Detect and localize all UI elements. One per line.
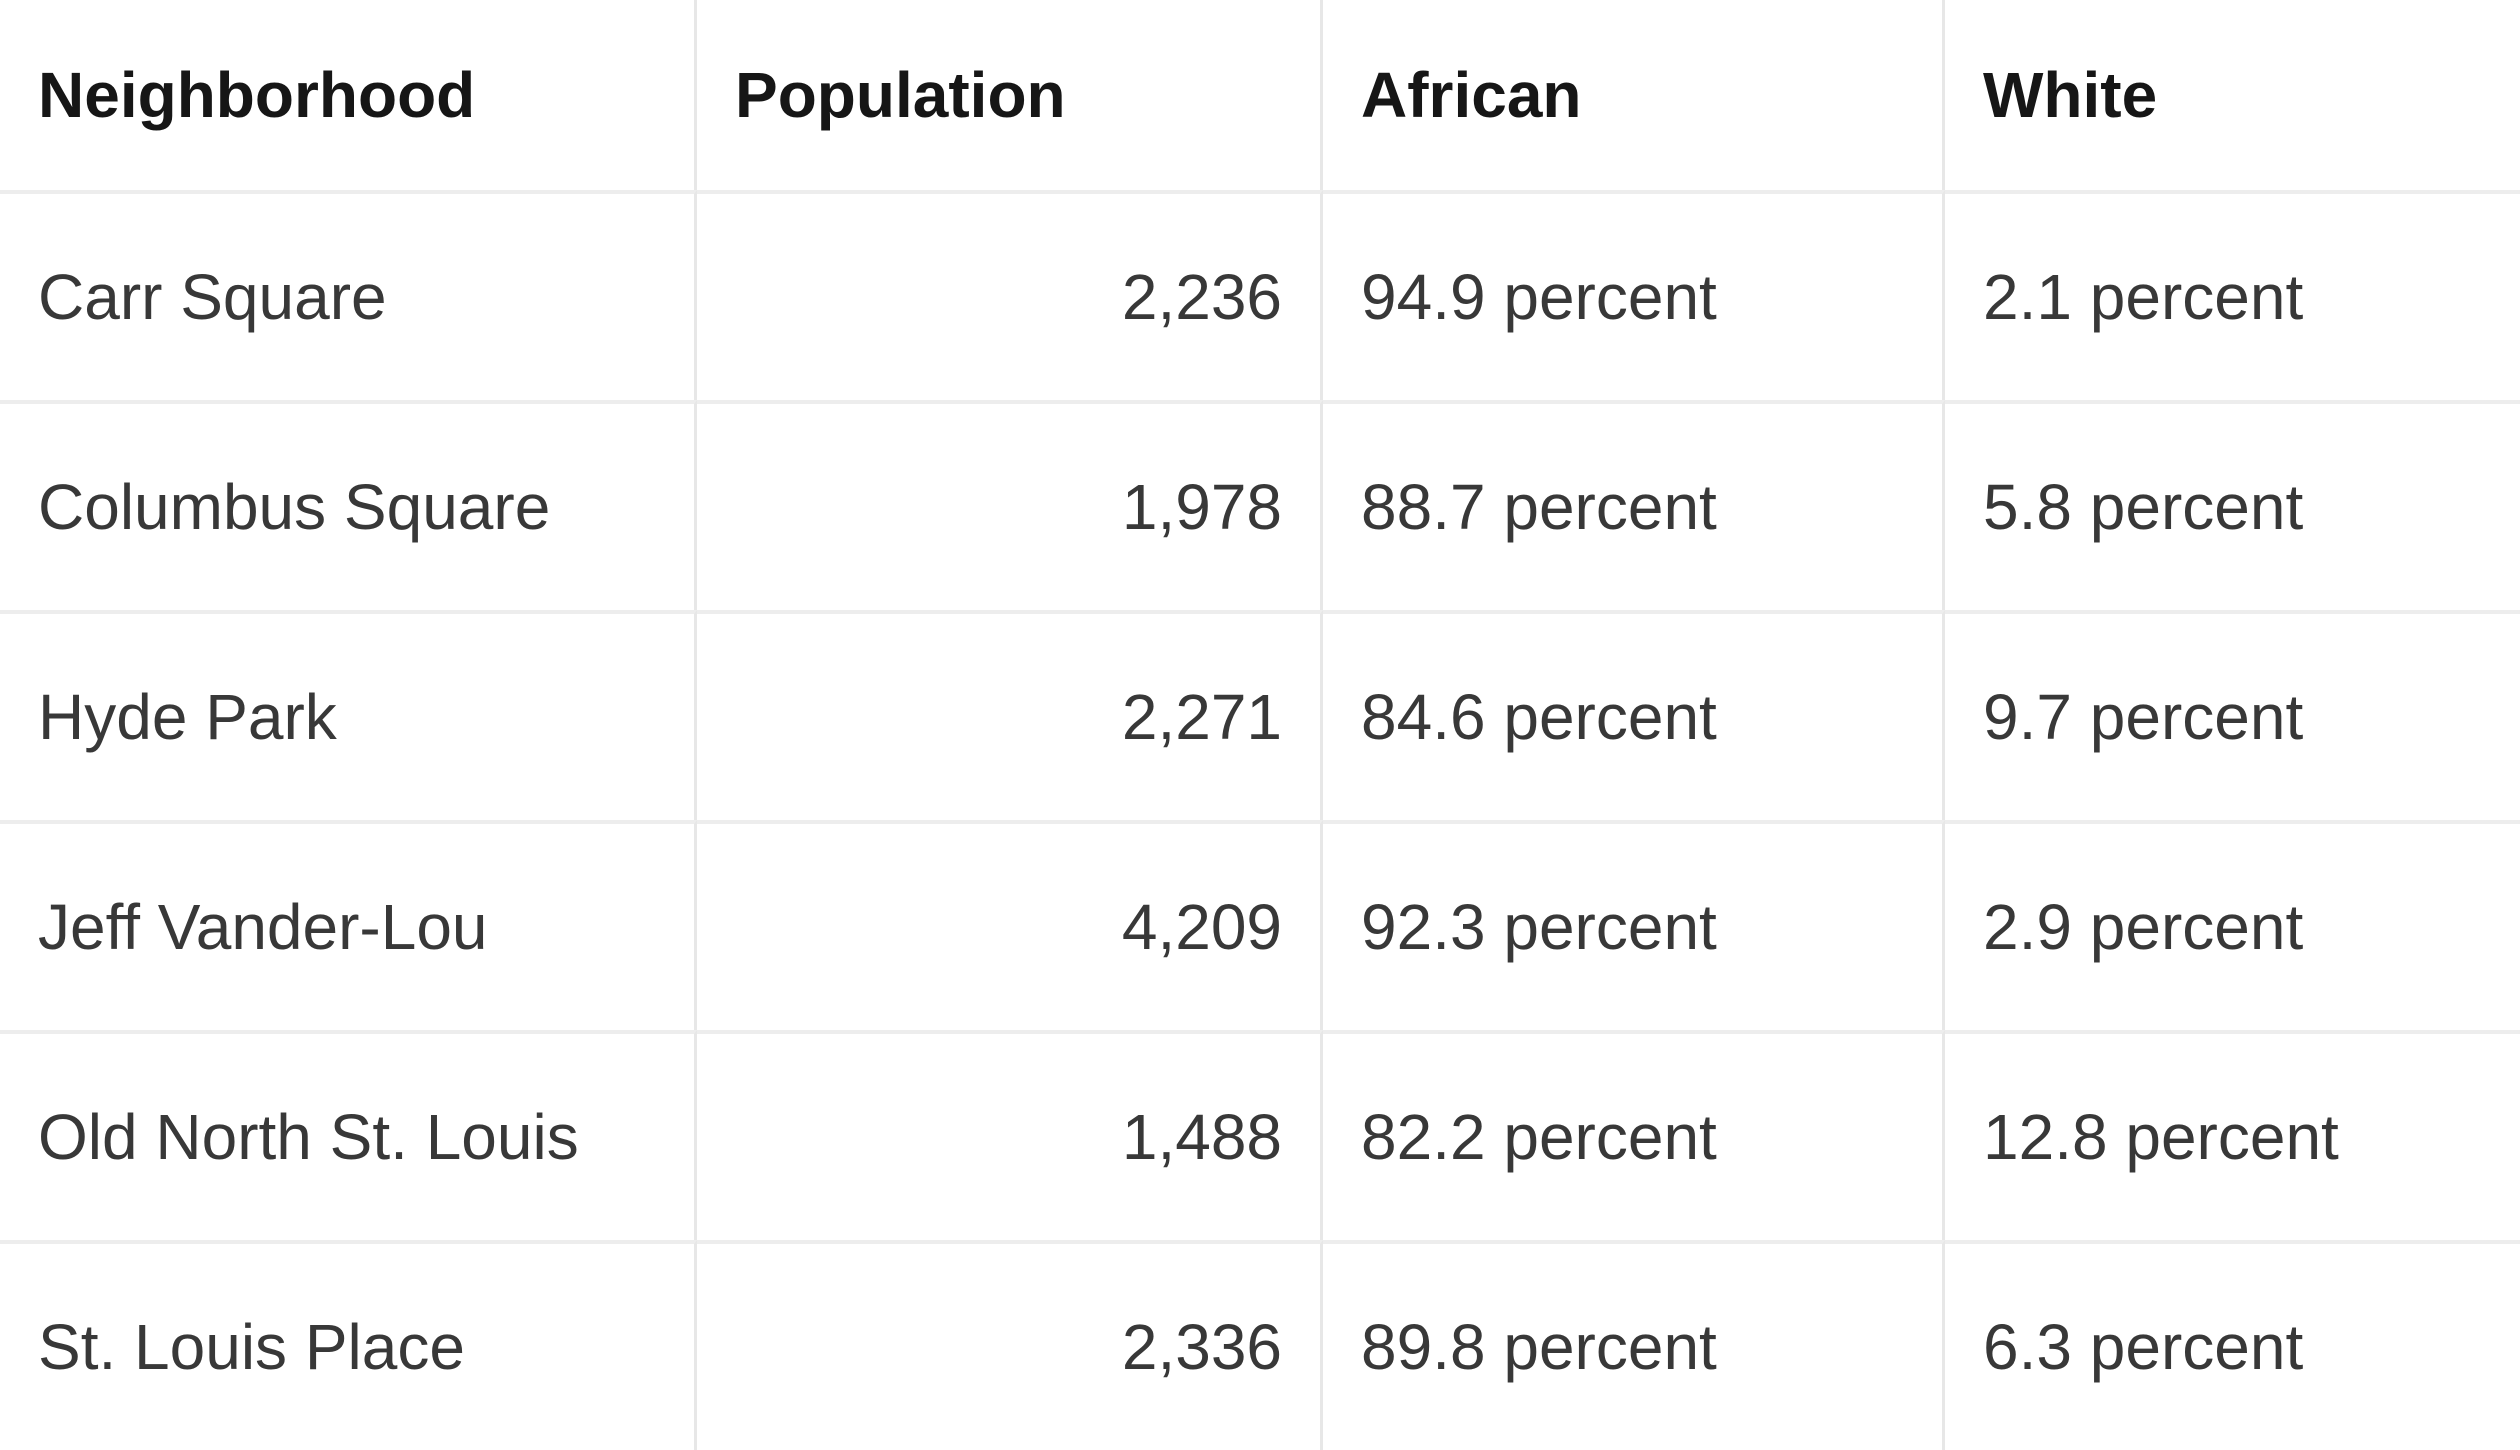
cell-neighborhood: Hyde Park [0,610,697,820]
cell-population: 2,271 [697,610,1323,820]
cell-population: 4,209 [697,820,1323,1030]
cell-white-percent: 2.9 percent [1945,820,2520,1030]
cell-neighborhood: Old North St. Louis [0,1030,697,1240]
header-cell-population: Population [697,0,1323,190]
cell-white-percent: 6.3 percent [1945,1240,2520,1450]
cell-white-percent: 2.1 percent [1945,190,2520,400]
header-cell-african: African [1323,0,1945,190]
cell-neighborhood: Jeff Vander-Lou [0,820,697,1030]
cell-white-percent: 9.7 percent [1945,610,2520,820]
cell-population: 1,488 [697,1030,1323,1240]
cell-african-percent: 82.2 percent [1323,1030,1945,1240]
cell-population: 1,978 [697,400,1323,610]
cell-white-percent: 5.8 percent [1945,400,2520,610]
header-cell-white: White [1945,0,2520,190]
cell-neighborhood: St. Louis Place [0,1240,697,1450]
cell-african-percent: 94.9 percent [1323,190,1945,400]
cell-african-percent: 84.6 percent [1323,610,1945,820]
cell-neighborhood: Columbus Square [0,400,697,610]
cell-african-percent: 92.3 percent [1323,820,1945,1030]
cell-white-percent: 12.8 percent [1945,1030,2520,1240]
cell-neighborhood: Carr Square [0,190,697,400]
cell-population: 2,336 [697,1240,1323,1450]
cell-african-percent: 88.7 percent [1323,400,1945,610]
header-cell-neighborhood: Neighborhood [0,0,697,190]
cell-african-percent: 89.8 percent [1323,1240,1945,1450]
cell-population: 2,236 [697,190,1323,400]
